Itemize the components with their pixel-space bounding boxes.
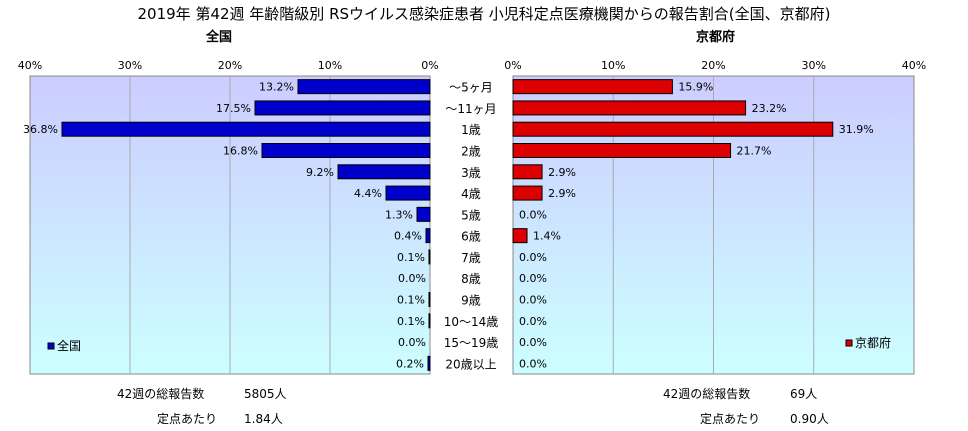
- kyoto-value-label: 21.7%: [737, 145, 772, 158]
- age-category-label: 〜5ヶ月: [449, 81, 493, 95]
- national-value-label: 0.4%: [394, 230, 422, 243]
- national-per-label: 定点あたり: [157, 412, 218, 426]
- national-value-label: 36.8%: [23, 123, 58, 136]
- kyoto-value-label: 1.4%: [533, 230, 561, 243]
- kyoto-value-label: 0.0%: [519, 272, 547, 285]
- kyoto-value-label: 0.0%: [519, 294, 547, 307]
- national-value-label: 0.1%: [397, 315, 425, 328]
- national-bar: [425, 228, 431, 244]
- kyoto-value-label: 2.9%: [548, 166, 576, 179]
- national-value-label: 0.1%: [397, 294, 425, 307]
- kyoto-legend-swatch: [845, 339, 853, 347]
- national-value-label: 13.2%: [259, 81, 294, 94]
- age-category-label: 8歳: [461, 272, 481, 286]
- age-category-label: 3歳: [461, 166, 481, 180]
- national-bar: [254, 100, 431, 116]
- kyoto-total-label: 42週の総報告数: [663, 387, 751, 401]
- kyoto-bar: [512, 143, 732, 158]
- left-x-tick-label: 10%: [318, 59, 342, 72]
- kyoto-bar: [512, 100, 747, 116]
- national-bar: [427, 355, 431, 371]
- national-legend-label: 全国: [57, 338, 81, 353]
- national-value-label: 17.5%: [216, 102, 251, 115]
- age-category-label: 〜11ヶ月: [445, 102, 496, 116]
- right-x-tick-label: 20%: [701, 59, 725, 72]
- kyoto-bar: [512, 228, 528, 244]
- right-x-tick-label: 30%: [802, 59, 826, 72]
- age-category-label: 7歳: [461, 251, 481, 265]
- kyoto-value-label: 23.2%: [752, 102, 787, 115]
- left-chart-subtitle: 全国: [206, 30, 233, 45]
- age-category-label: 10〜14歳: [444, 315, 499, 329]
- chart-title: 2019年 第42週 年齢階級別 RSウイルス感染症患者 小児科定点医療機関から…: [137, 5, 831, 23]
- left-x-tick-label: 30%: [118, 59, 142, 72]
- national-bar: [261, 143, 431, 158]
- kyoto-value-label: 0.0%: [519, 315, 547, 328]
- national-bar: [297, 79, 431, 95]
- right-x-tick-label: 0%: [504, 59, 521, 72]
- national-total-label: 42週の総報告数: [117, 387, 205, 401]
- age-category-label: 1歳: [461, 123, 481, 137]
- national-bar: [428, 313, 431, 329]
- national-value-label: 0.0%: [398, 336, 426, 349]
- national-value-label: 0.2%: [396, 357, 424, 370]
- right-chart-subtitle: 京都府: [696, 30, 736, 45]
- kyoto-value-label: 0.0%: [519, 208, 547, 221]
- kyoto-bar: [512, 79, 673, 95]
- national-bar: [428, 292, 431, 307]
- national-value-label: 0.0%: [398, 272, 426, 285]
- kyoto-value-label: 15.9%: [678, 81, 713, 94]
- right-x-tick-label: 40%: [902, 59, 926, 72]
- national-value-label: 9.2%: [306, 166, 334, 179]
- kyoto-value-label: 31.9%: [839, 123, 874, 136]
- kyoto-bar: [512, 185, 543, 201]
- national-bar: [61, 121, 431, 137]
- kyoto-legend-label: 京都府: [855, 335, 891, 350]
- national-bar: [337, 164, 431, 180]
- kyoto-bar: [512, 121, 834, 137]
- kyoto-per-value: 0.90人: [790, 412, 829, 426]
- national-value-label: 16.8%: [223, 145, 258, 158]
- national-bar: [385, 185, 431, 201]
- national-value-label: 1.3%: [385, 208, 413, 221]
- age-category-label: 6歳: [461, 230, 481, 244]
- kyoto-total-value: 69人: [790, 387, 818, 401]
- age-category-label: 5歳: [461, 208, 481, 222]
- age-category-label: 9歳: [461, 294, 481, 308]
- national-bar: [416, 206, 431, 222]
- kyoto-bar: [512, 164, 543, 180]
- kyoto-value-label: 0.0%: [519, 251, 547, 264]
- national-value-label: 4.4%: [354, 187, 382, 200]
- national-legend-swatch: [47, 342, 55, 350]
- kyoto-value-label: 0.0%: [519, 357, 547, 370]
- age-category-label: 4歳: [461, 187, 481, 201]
- left-x-tick-label: 40%: [18, 59, 42, 72]
- national-value-label: 0.1%: [397, 251, 425, 264]
- left-x-tick-label: 0%: [421, 59, 438, 72]
- left-x-tick-label: 20%: [218, 59, 242, 72]
- kyoto-value-label: 0.0%: [519, 336, 547, 349]
- right-x-tick-label: 10%: [601, 59, 625, 72]
- age-category-label: 2歳: [461, 145, 481, 159]
- national-per-value: 1.84人: [244, 412, 283, 426]
- age-category-label: 20歳以上: [445, 357, 496, 371]
- national-bar: [428, 249, 431, 265]
- kyoto-per-label: 定点あたり: [700, 412, 761, 426]
- age-category-label: 15〜19歳: [444, 336, 499, 350]
- national-total-value: 5805人: [244, 387, 287, 401]
- kyoto-value-label: 2.9%: [548, 187, 576, 200]
